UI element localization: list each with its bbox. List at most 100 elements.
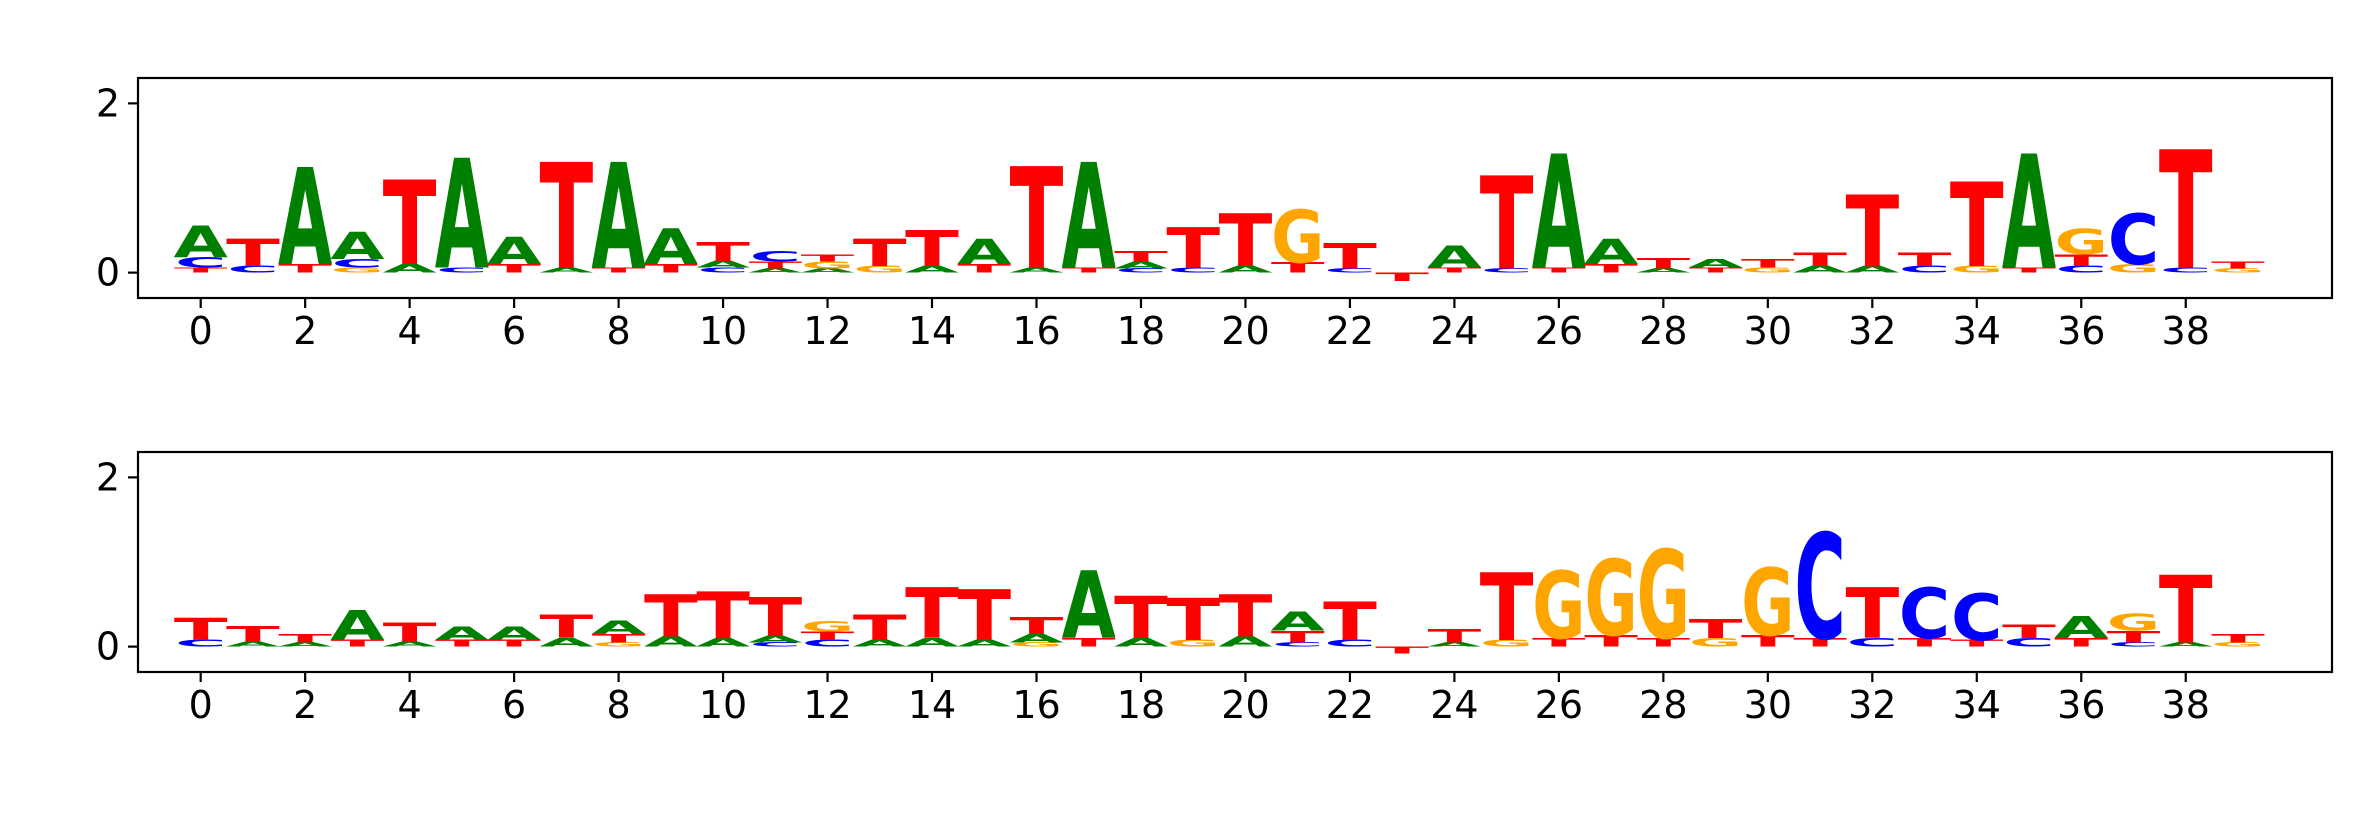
- logo-letter-A: A: [174, 217, 229, 268]
- x-tick-label: 30: [1744, 309, 1792, 353]
- logo-letter-G: G: [1271, 196, 1324, 280]
- x-tick-label: 36: [2057, 309, 2105, 353]
- logo-letter-C: C: [2003, 636, 2054, 650]
- logo-letter-C: C: [2108, 641, 2159, 648]
- logo-letter-G: G: [1480, 638, 1533, 649]
- x-tick-label: 22: [1326, 683, 1374, 727]
- logo-letter-G: G: [1167, 638, 1220, 649]
- logo-letter-G: G: [1532, 552, 1585, 660]
- x-tick-label: 22: [1326, 309, 1374, 353]
- logo-letter-A: A: [957, 233, 1011, 273]
- logo-letter-C: C: [1324, 638, 1375, 649]
- logo-letter-T: T: [1532, 266, 1586, 274]
- logo-letter-A: A: [2159, 641, 2214, 648]
- logo-letter-T: T: [383, 618, 437, 648]
- logo-letter-A: A: [1532, 122, 1586, 305]
- logo-letter-A: A: [748, 267, 803, 274]
- logo-letter-A: A: [383, 262, 437, 276]
- logo-letter-G: G: [331, 266, 384, 274]
- logo-letter-T: T: [1480, 555, 1534, 663]
- logo-letter-C: C: [1324, 267, 1375, 274]
- logo-letter-T: T: [487, 638, 541, 649]
- logo-letter-C: C: [1899, 264, 1950, 275]
- logo-letter-T: T: [696, 579, 750, 653]
- y-tick-label: 2: [96, 455, 120, 499]
- logo-letter-A: A: [226, 640, 281, 648]
- logo-letter-T: T: [1166, 587, 1220, 654]
- logo-letter-C: C: [175, 638, 226, 649]
- logo-letter-T: T: [1323, 591, 1377, 652]
- y-tick-label: 0: [96, 625, 120, 669]
- logo-letter-A: A: [1062, 554, 1117, 661]
- logo-letter-T: T: [2054, 636, 2109, 649]
- x-tick-label: 28: [1639, 683, 1687, 727]
- logo-letter-T: T: [1950, 159, 2004, 294]
- logo-letter-A: A: [1062, 133, 1116, 302]
- logo-letter-T: T: [1062, 636, 1117, 649]
- logo-letter-A: A: [1584, 233, 1638, 273]
- x-tick-label: 20: [1221, 309, 1269, 353]
- logo-letter-A: A: [487, 623, 542, 645]
- logo-letter-T: T: [1898, 636, 1953, 649]
- logo-letter-T: T: [644, 584, 698, 651]
- logo-letter-A: A: [435, 623, 490, 645]
- logo-letter-T: T: [1010, 138, 1064, 300]
- x-tick-label: 6: [502, 683, 526, 727]
- x-tick-label: 2: [293, 683, 317, 727]
- x-tick-label: 18: [1117, 683, 1165, 727]
- logo-letter-C: C: [697, 266, 748, 274]
- x-tick-label: 16: [1012, 683, 1060, 727]
- logo-letter-C: C: [2056, 264, 2107, 275]
- logo-letter-T: T: [1114, 249, 1168, 265]
- logo-letter-T: T: [905, 574, 959, 655]
- x-axis-ticks: 0 2 4 6 8 10 12 14 16 18 20 22 24 26 28 30 32 34 36 38: [189, 672, 2210, 727]
- x-tick-label: 18: [1117, 309, 1165, 353]
- x-tick-label: 0: [189, 683, 213, 727]
- x-tick-label: 8: [606, 683, 630, 727]
- logo-letter-T: T: [1845, 175, 1899, 290]
- axes-box: [136, 450, 2334, 674]
- logo-letter-T: T: [331, 638, 385, 649]
- logo-letter-T: T: [226, 232, 280, 275]
- logo-letter-A: A: [905, 264, 960, 275]
- logo-letter-G: G: [2211, 641, 2264, 648]
- x-tick-label: 28: [1639, 309, 1687, 353]
- logo-letter-G: G: [1950, 264, 2003, 275]
- logo-letter-A: A: [591, 133, 645, 302]
- logo-letter-T: T: [1166, 217, 1220, 281]
- logo-letter-T: T: [278, 632, 333, 645]
- x-tick-label: 14: [908, 309, 956, 353]
- x-tick-label: 32: [1848, 683, 1896, 727]
- logo-letter-A: A: [539, 266, 594, 274]
- x-tick-label: 24: [1430, 683, 1478, 727]
- x-tick-label: 38: [2162, 309, 2210, 353]
- logo-letter-A: A: [1114, 260, 1169, 271]
- logo-letter-T: T: [2054, 251, 2108, 270]
- logo-letter-C: C: [1272, 641, 1323, 648]
- logo-letter-T: T: [435, 638, 489, 649]
- logo-letter-A: A: [748, 634, 803, 645]
- logo-letter-G: G: [2107, 610, 2160, 637]
- logo-letter-A: A: [1688, 257, 1742, 271]
- x-tick-label: 2: [293, 309, 317, 353]
- logo-letter-A: A: [539, 636, 593, 650]
- logo-letter-T: T: [1741, 257, 1796, 270]
- x-tick-label: 30: [1744, 683, 1792, 727]
- logo-letter-C: C: [1899, 574, 1950, 655]
- logo-letter-T: T: [853, 608, 907, 649]
- logo-letter-T: T: [1950, 638, 2004, 649]
- logo-letter-T: T: [644, 262, 699, 275]
- logo-letter-A: A: [2054, 610, 2109, 645]
- x-tick-label: 24: [1430, 309, 1478, 353]
- logo-letter-G: G: [2211, 267, 2264, 274]
- logo-letter-T: T: [1689, 615, 1743, 645]
- logo-letter-T: T: [1480, 150, 1534, 298]
- logo-letter-T: T: [1271, 260, 1325, 276]
- logo-letter-G: G: [853, 264, 906, 275]
- logo-letter-T: T: [1271, 628, 1325, 647]
- logo-letter-C: C: [175, 255, 226, 271]
- logo-letter-A: A: [330, 602, 385, 649]
